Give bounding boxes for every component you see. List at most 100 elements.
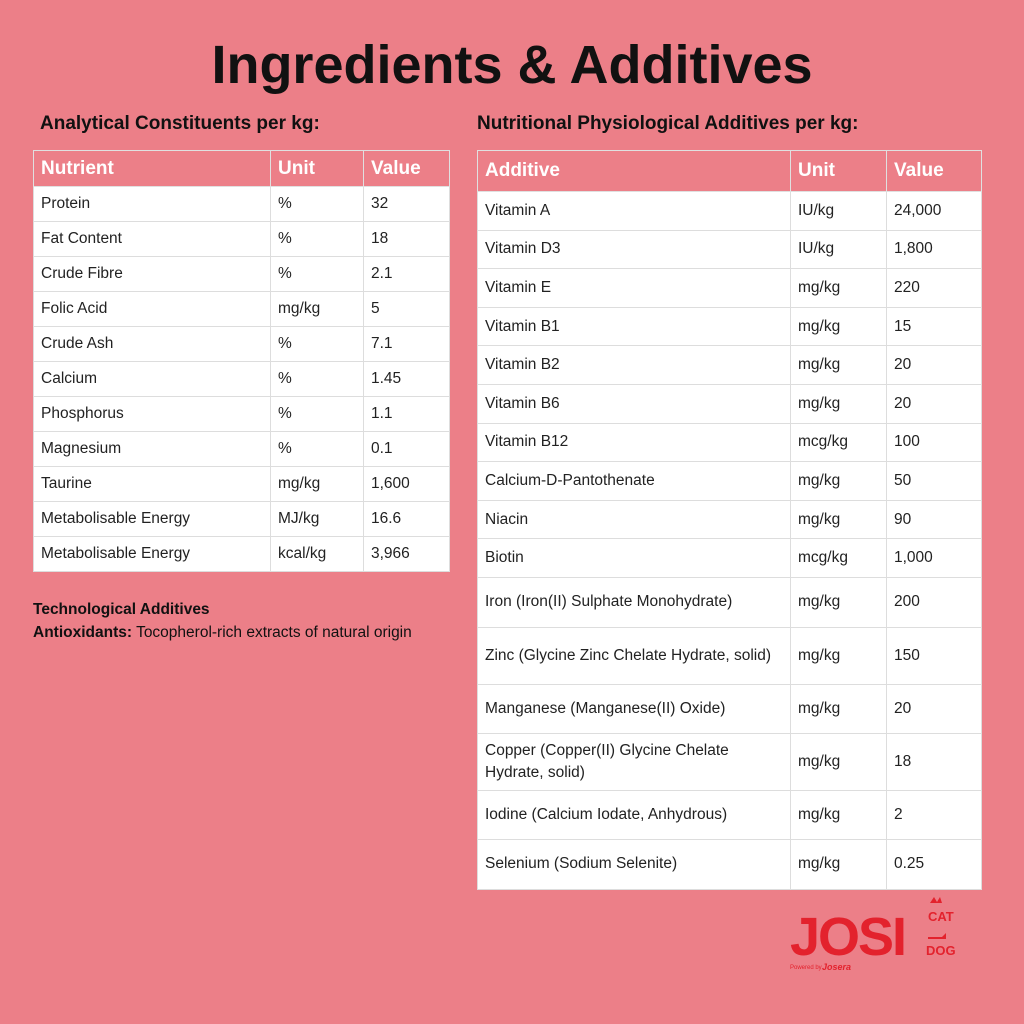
table-cell: % xyxy=(270,221,364,257)
table-row: Magnesium% 0.1 xyxy=(33,431,450,467)
table-row: Vitamin A IU/kg 24,000 xyxy=(477,191,982,231)
column-header: Unit xyxy=(270,150,364,187)
table-cell: Manganese (Manganese(II) Oxide) xyxy=(477,683,791,734)
table-cell: 100 xyxy=(886,422,982,463)
table-cell: MJ/kg xyxy=(270,501,364,537)
table-row: Protein% 32 xyxy=(33,186,450,222)
table-cell: Folic Acid xyxy=(33,291,271,327)
logo-cat: CAT xyxy=(928,909,954,924)
table-cell: Calcium xyxy=(33,361,271,397)
table-cell: % xyxy=(270,326,364,362)
header-row: Additive Unit Value xyxy=(477,150,982,192)
table-cell: kcal/kg xyxy=(270,536,364,572)
table-cell: 200 xyxy=(886,576,982,628)
table-cell: 5 xyxy=(363,291,450,327)
table-cell: 15 xyxy=(886,306,982,347)
table-cell: 20 xyxy=(886,683,982,734)
table-cell: 150 xyxy=(886,626,982,685)
table-cell: mg/kg xyxy=(790,345,887,385)
table-cell: 1.1 xyxy=(363,396,450,432)
table-cell: mg/kg xyxy=(270,291,364,327)
table-cell: 18 xyxy=(363,221,450,257)
table-cell: 3,966 xyxy=(363,536,450,572)
table-row: Crude Fibre% 2.1 xyxy=(33,256,450,292)
section-heading: Analytical Constituents per kg: xyxy=(40,113,320,134)
logo-maker: Josera xyxy=(822,962,851,972)
table-cell: Vitamin B1 xyxy=(477,306,791,347)
table-row: Vitamin B1 mg/kg 15 xyxy=(477,306,982,347)
table-cell: 1,000 xyxy=(886,538,982,578)
table-cell: Vitamin D3 xyxy=(477,229,791,270)
table-cell: Iodine (Calcium Iodate, Anhydrous) xyxy=(477,789,791,840)
table-row: Calcium-D-Pantothenate mg/kg 50 xyxy=(477,461,982,501)
table-cell: mg/kg xyxy=(790,383,887,424)
table-cell: Iron (Iron(II) Sulphate Monohydrate) xyxy=(477,576,791,628)
table-row: Niacin mg/kg 90 xyxy=(477,499,982,540)
table-cell: 2 xyxy=(886,789,982,840)
table-row: Vitamin B2 mg/kg 20 xyxy=(477,345,982,385)
table-cell: Niacin xyxy=(477,499,791,540)
table-cell: mcg/kg xyxy=(790,422,887,463)
table-cell: mg/kg xyxy=(790,626,887,685)
page-title: Ingredients & Additives xyxy=(211,35,813,95)
table-cell: Biotin xyxy=(477,538,791,578)
table-cell: mg/kg xyxy=(790,576,887,628)
table-cell: mg/kg xyxy=(790,306,887,347)
constituents-table: Nutrient Unit Value Protein% 32 Fat Content% 1… xyxy=(33,150,450,572)
header-row: Nutrient Unit Value xyxy=(33,150,450,187)
cat-icon xyxy=(930,897,942,903)
table-cell: Copper (Copper(II) Glycine Chelate Hydra… xyxy=(477,732,791,791)
logo: JOSI CAT DOG Powered by Josera xyxy=(790,897,956,972)
table-row: Iodine (Calcium Iodate, Anhydrous) mg/kg 2 xyxy=(477,789,982,840)
table-cell: 24,000 xyxy=(886,191,982,231)
table-cell: 16.6 xyxy=(363,501,450,537)
technological-additives: Technological Additives Antioxidants: To… xyxy=(33,598,412,644)
logo-powered: Powered by xyxy=(790,965,822,971)
table-cell: Vitamin B2 xyxy=(477,345,791,385)
table-cell: 1,600 xyxy=(363,466,450,502)
table-cell: 2.1 xyxy=(363,256,450,292)
table-row: Manganese (Manganese(II) Oxide) mg/kg 20 xyxy=(477,683,982,734)
column-header: Value xyxy=(363,150,450,187)
table-cell: % xyxy=(270,361,364,397)
table-cell: Crude Ash xyxy=(33,326,271,362)
tech-text: Tocopherol-rich extracts of natural orig… xyxy=(136,624,412,641)
table-row: Taurine mg/kg 1,600 xyxy=(33,466,450,502)
table-cell: % xyxy=(270,431,364,467)
table-cell: mg/kg xyxy=(790,789,887,840)
table-cell: 90 xyxy=(886,499,982,540)
table-cell: Selenium (Sodium Selenite) xyxy=(477,838,791,890)
column-header: Nutrient xyxy=(33,150,271,187)
table-cell: mg/kg xyxy=(790,683,887,734)
table-cell: Taurine xyxy=(33,466,271,502)
table-row: Iron (Iron(II) Sulphate Monohydrate) mg/k… xyxy=(477,576,982,628)
table-row: Metabolisable Energy kcal/kg 3,966 xyxy=(33,536,450,572)
table-cell: Metabolisable Energy xyxy=(33,501,271,537)
table-row: Folic Acid mg/kg 5 xyxy=(33,291,450,327)
table-cell: IU/kg xyxy=(790,229,887,270)
table-cell: 50 xyxy=(886,461,982,501)
table-cell: Vitamin B6 xyxy=(477,383,791,424)
table-row: Selenium (Sodium Selenite) mg/kg 0.25 xyxy=(477,838,982,890)
table-cell: Zinc (Glycine Zinc Chelate Hydrate, soli… xyxy=(477,626,791,685)
table-row: Copper (Copper(II) Glycine Chelate Hydra… xyxy=(477,732,982,791)
tech-label: Antioxidants: xyxy=(33,624,133,641)
column-header: Unit xyxy=(790,150,887,192)
table-cell: Phosphorus xyxy=(33,396,271,432)
column-header: Value xyxy=(886,150,982,192)
table-cell: mg/kg xyxy=(790,732,887,791)
table-cell: 20 xyxy=(886,345,982,385)
table-cell: Fat Content xyxy=(33,221,271,257)
table-row: Vitamin B12 mcg/kg 100 xyxy=(477,422,982,463)
table-cell: 1.45 xyxy=(363,361,450,397)
table-cell: mcg/kg xyxy=(790,538,887,578)
table-cell: Calcium-D-Pantothenate xyxy=(477,461,791,501)
table-cell: % xyxy=(270,256,364,292)
table-cell: 0.25 xyxy=(886,838,982,890)
table-cell: Vitamin B12 xyxy=(477,422,791,463)
additives-table: Additive Unit Value Vitamin A IU/kg 24,000 Vit… xyxy=(477,150,982,890)
table-cell: 20 xyxy=(886,383,982,424)
table-cell: mg/kg xyxy=(790,838,887,890)
